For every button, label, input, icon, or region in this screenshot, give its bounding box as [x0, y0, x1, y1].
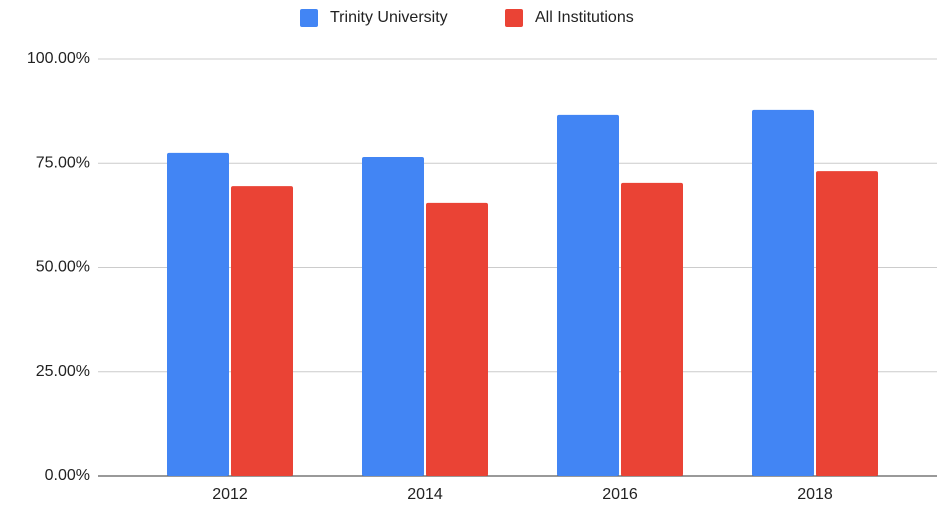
legend-swatch — [300, 9, 318, 27]
bar — [816, 171, 878, 476]
y-tick-label: 25.00% — [36, 363, 90, 380]
bar — [362, 156, 424, 476]
legend-label: Trinity University — [330, 9, 448, 26]
y-tick-label: 50.00% — [36, 259, 90, 276]
x-tick-label: 2014 — [407, 486, 443, 503]
y-tick-label: 0.00% — [45, 467, 90, 484]
x-tick-label: 2016 — [602, 486, 638, 503]
bar — [231, 186, 293, 476]
y-tick-label: 100.00% — [27, 50, 90, 67]
y-tick-label: 75.00% — [36, 154, 90, 171]
x-tick-label: 2012 — [212, 486, 248, 503]
bar — [557, 114, 619, 477]
bar — [167, 152, 229, 476]
x-tick-label: 2018 — [797, 486, 833, 503]
legend-label: All Institutions — [535, 9, 634, 26]
bar — [752, 109, 814, 477]
bar — [426, 202, 488, 477]
legend-swatch — [505, 9, 523, 27]
bar — [621, 182, 683, 476]
